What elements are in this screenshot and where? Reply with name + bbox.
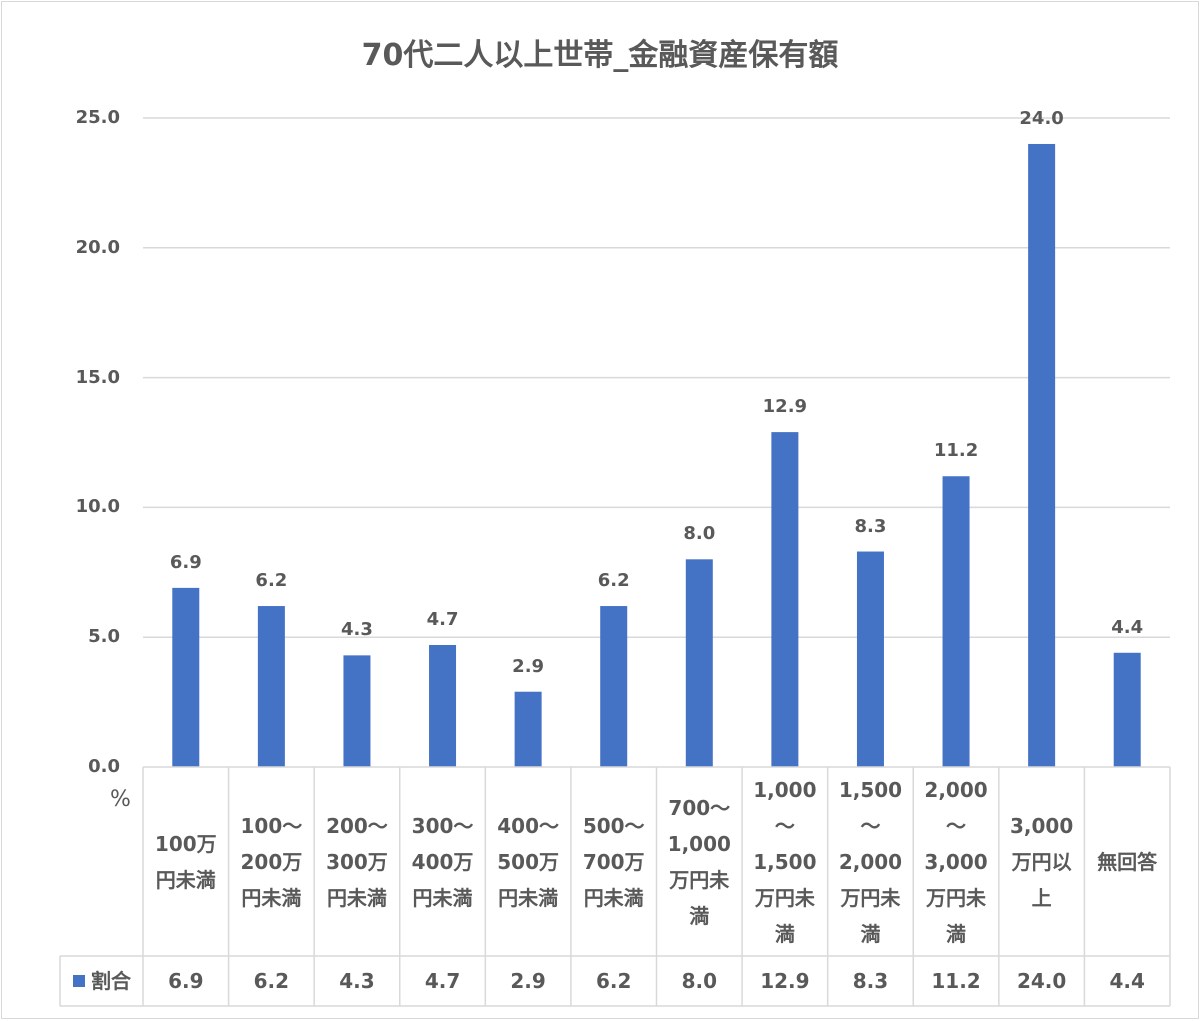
category-label: 無回答 [1097, 849, 1158, 874]
table-value: 6.2 [253, 969, 290, 993]
y-tick-label: 25.0 [75, 107, 120, 128]
y-tick-label: 10.0 [75, 496, 120, 518]
category-label: 1,000 〜 1,500 万円未 満 [753, 777, 817, 946]
bar [514, 691, 542, 767]
category-label: 2,000 〜 3,000 万円未 満 [924, 777, 988, 946]
y-tick-label: 5.0 [88, 626, 120, 648]
table-value: 8.0 [681, 969, 717, 993]
data-label: 8.3 [854, 515, 887, 537]
table-value: 4.7 [424, 969, 461, 993]
data-label: 12.9 [762, 396, 808, 418]
category-label: 1,500 〜 2,000 万円未 満 [838, 777, 903, 946]
category-label: 3,000 万円以 上 [1009, 813, 1074, 910]
bar [1028, 143, 1056, 767]
bar [856, 551, 884, 767]
bar [600, 606, 628, 767]
data-label: 6.2 [597, 570, 630, 592]
category-label: 200〜 300万 円未満 [326, 813, 388, 910]
legend-label: 割合 [91, 969, 131, 993]
table-value: 6.2 [595, 969, 632, 993]
table-value: 2.9 [510, 969, 546, 993]
data-label: 4.7 [426, 608, 459, 630]
table-value: 6.9 [168, 969, 204, 993]
legend-swatch [73, 975, 85, 987]
bar [685, 559, 713, 767]
data-label: 4.3 [341, 619, 373, 641]
table-value: 24.0 [1016, 969, 1067, 993]
category-label: 100万 円未満 [154, 831, 217, 892]
bar [771, 432, 799, 767]
data-label: 6.2 [255, 570, 288, 592]
category-label: 400〜 500万 円未満 [497, 813, 559, 910]
bar [429, 644, 457, 767]
bar [343, 655, 371, 767]
category-label: 100〜 200万 円未満 [240, 813, 303, 910]
y-tick-label: 20.0 [75, 236, 120, 258]
data-label: 4.4 [1111, 616, 1144, 638]
bar [1113, 652, 1141, 767]
data-label: 6.9 [169, 551, 202, 573]
category-label: 500〜 700万 円未満 [582, 813, 645, 910]
table-value: 4.3 [339, 969, 375, 993]
table-value: 8.3 [852, 969, 889, 993]
table-value: 11.2 [931, 969, 981, 993]
data-label: 11.2 [933, 440, 979, 462]
y-tick-label: 0.0 [88, 756, 120, 777]
data-label: 24.0 [1019, 107, 1064, 129]
table-value: 12.9 [760, 969, 810, 993]
category-label: 300〜 400万 円未満 [411, 813, 474, 910]
data-label: 8.0 [683, 523, 716, 545]
category-label: 700〜 1,000 万円未 満 [667, 795, 731, 928]
y-tick-label: 15.0 [75, 366, 120, 388]
legend-key-cell: 割合 [62, 956, 142, 1006]
chart-title: 70代二人以上世帯_金融資産保有額 [361, 38, 839, 73]
bar [172, 587, 200, 767]
data-label: 2.9 [512, 655, 545, 677]
y-axis-unit: % [110, 787, 131, 812]
bar [942, 476, 970, 767]
bar [257, 606, 285, 767]
table-value: 4.4 [1109, 969, 1145, 993]
